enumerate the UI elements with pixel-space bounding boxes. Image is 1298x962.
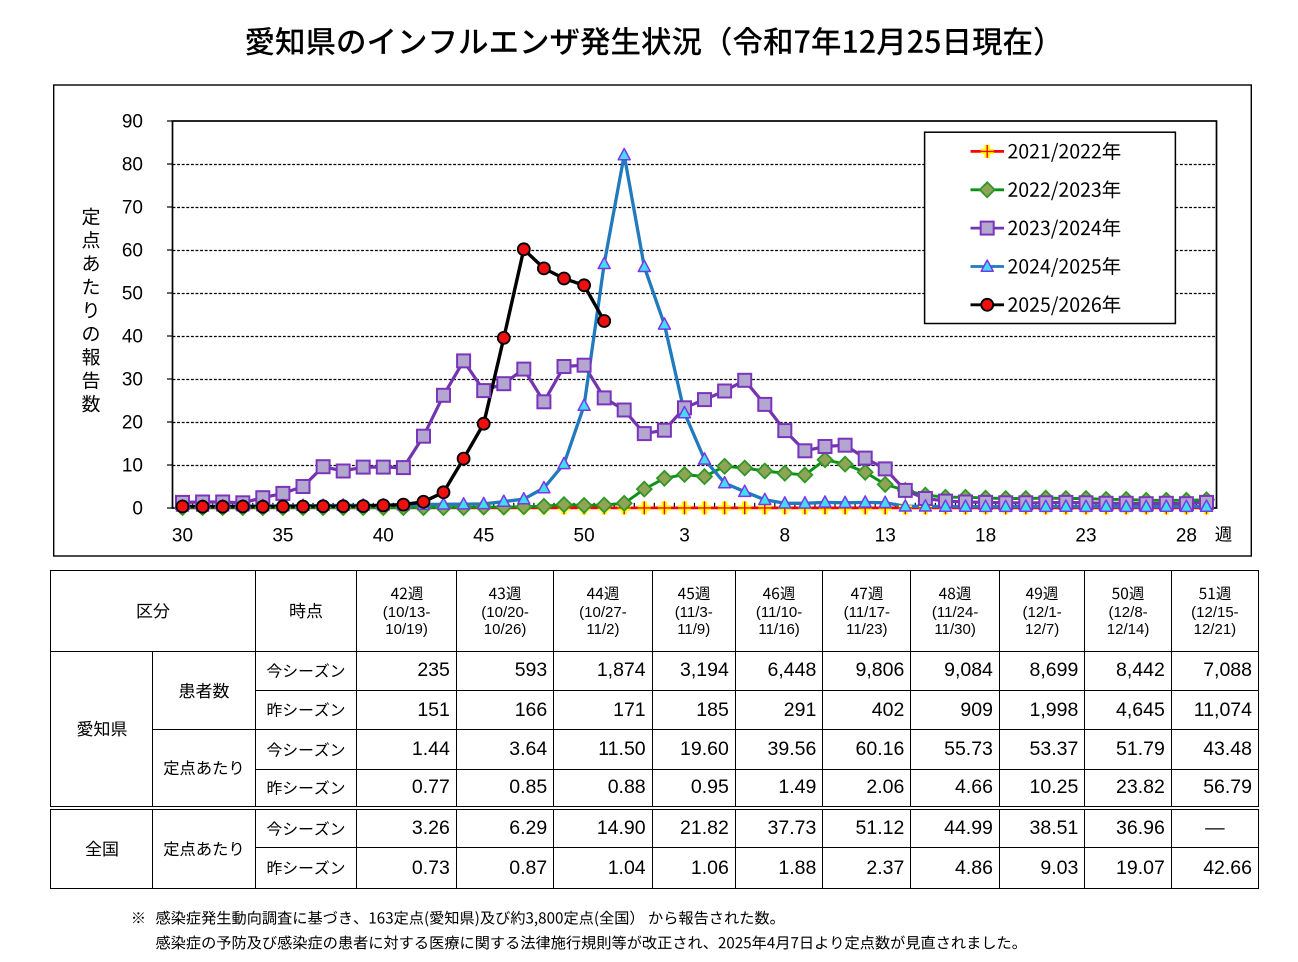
svg-text:0: 0 xyxy=(132,499,143,520)
svg-text:60: 60 xyxy=(122,241,143,262)
svg-text:70: 70 xyxy=(122,198,143,219)
svg-text:35: 35 xyxy=(272,526,293,547)
svg-text:3: 3 xyxy=(679,526,690,547)
svg-text:90: 90 xyxy=(122,112,143,133)
svg-text:8: 8 xyxy=(780,526,791,547)
svg-text:13: 13 xyxy=(875,526,896,547)
svg-text:30: 30 xyxy=(172,526,193,547)
svg-text:20: 20 xyxy=(122,413,143,434)
svg-text:30: 30 xyxy=(122,370,143,391)
svg-text:50: 50 xyxy=(574,526,595,547)
svg-text:10: 10 xyxy=(122,456,143,477)
svg-text:45: 45 xyxy=(473,526,494,547)
svg-text:23: 23 xyxy=(1075,526,1096,547)
svg-text:18: 18 xyxy=(975,526,996,547)
svg-text:28: 28 xyxy=(1176,526,1197,547)
svg-text:80: 80 xyxy=(122,155,143,176)
svg-text:40: 40 xyxy=(373,526,394,547)
svg-text:40: 40 xyxy=(122,327,143,348)
svg-text:50: 50 xyxy=(122,284,143,305)
